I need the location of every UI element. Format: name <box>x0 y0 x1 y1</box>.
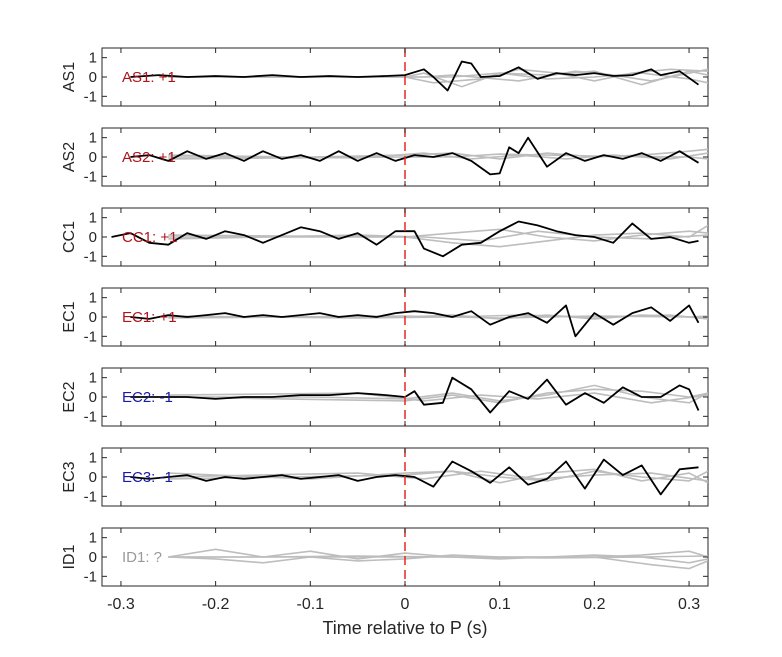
y-tick-label: 0 <box>89 69 97 86</box>
y-tick-label: 0 <box>89 309 97 326</box>
y-tick-label: -1 <box>84 568 97 585</box>
main-trace <box>111 220 699 258</box>
background-trace <box>168 230 708 242</box>
polarity-label: EC3: -1 <box>122 469 173 486</box>
polarity-label: ID1: ? <box>122 549 162 566</box>
y-tick-label: -1 <box>84 88 97 105</box>
main-trace <box>130 376 700 414</box>
main-trace <box>130 60 700 92</box>
background-trace <box>168 72 708 84</box>
y-tick-label: 1 <box>89 290 97 307</box>
x-tick-label: -0.2 <box>202 596 230 613</box>
main-trace <box>130 458 699 496</box>
y-tick-label: 1 <box>89 530 97 547</box>
y-tick-label: -1 <box>84 488 97 505</box>
y-tick-label: 0 <box>89 229 97 246</box>
y-axis-label: CC1 <box>61 221 78 253</box>
polarity-label: CC1: +1 <box>122 229 177 246</box>
y-tick-label: 1 <box>89 370 97 387</box>
y-tick-label: -1 <box>84 248 97 265</box>
x-axis-label: Time relative to P (s) <box>322 618 487 638</box>
y-tick-label: 0 <box>89 549 97 566</box>
y-axis-label: ID1 <box>61 544 78 569</box>
y-axis-label: EC1 <box>61 301 78 332</box>
y-tick-label: -1 <box>84 408 97 425</box>
y-tick-label: -1 <box>84 328 97 345</box>
y-axis-label: EC2 <box>61 381 78 412</box>
y-axis-label: AS2 <box>61 142 78 172</box>
x-tick-label: 0.2 <box>583 596 605 613</box>
y-tick-label: -1 <box>84 168 97 185</box>
background-trace <box>168 470 708 482</box>
polarity-label: EC2: -1 <box>122 389 173 406</box>
y-tick-label: 0 <box>89 469 97 486</box>
x-tick-label: -0.1 <box>297 596 325 613</box>
y-tick-label: 0 <box>89 149 97 166</box>
panel-ec2: 1 0 -1 EC2 EC2: -1 <box>61 367 709 427</box>
polarity-label: AS1: +1 <box>122 69 176 86</box>
y-tick-label: 0 <box>89 389 97 406</box>
y-axis-label: AS1 <box>61 62 78 92</box>
y-axis-label: EC3 <box>61 461 78 492</box>
panel-cc1: 1 0 -1 CC1 CC1: +1 <box>61 207 709 267</box>
x-tick-label: 0.1 <box>489 596 511 613</box>
x-tick-label: -0.3 <box>107 596 135 613</box>
background-trace <box>168 228 708 242</box>
main-trace <box>130 136 699 176</box>
y-tick-label: 1 <box>89 130 97 147</box>
panel-id1: 1 0 -1 ID1 ID1: ? <box>61 527 709 587</box>
x-tick-label: 0 <box>401 596 410 613</box>
panel-as1: 1 0 -1 AS1 AS1: +1 <box>61 47 709 107</box>
background-trace <box>168 470 708 482</box>
panel-as2: 1 0 -1 AS2 AS2: +1 <box>61 127 709 187</box>
y-tick-label: 1 <box>89 50 97 67</box>
y-tick-label: 1 <box>89 450 97 467</box>
polarity-label: EC1: +1 <box>122 309 177 326</box>
background-trace <box>168 556 708 570</box>
x-tick-label: 0.3 <box>678 596 700 613</box>
y-tick-label: 1 <box>89 210 97 227</box>
polarity-label: AS2: +1 <box>122 149 176 166</box>
panel-ec1: 1 0 -1 EC1 EC1: +1 <box>61 287 709 347</box>
panel-ec3: 1 0 -1 EC3 EC3: -1 <box>61 447 709 507</box>
main-trace <box>130 304 700 338</box>
